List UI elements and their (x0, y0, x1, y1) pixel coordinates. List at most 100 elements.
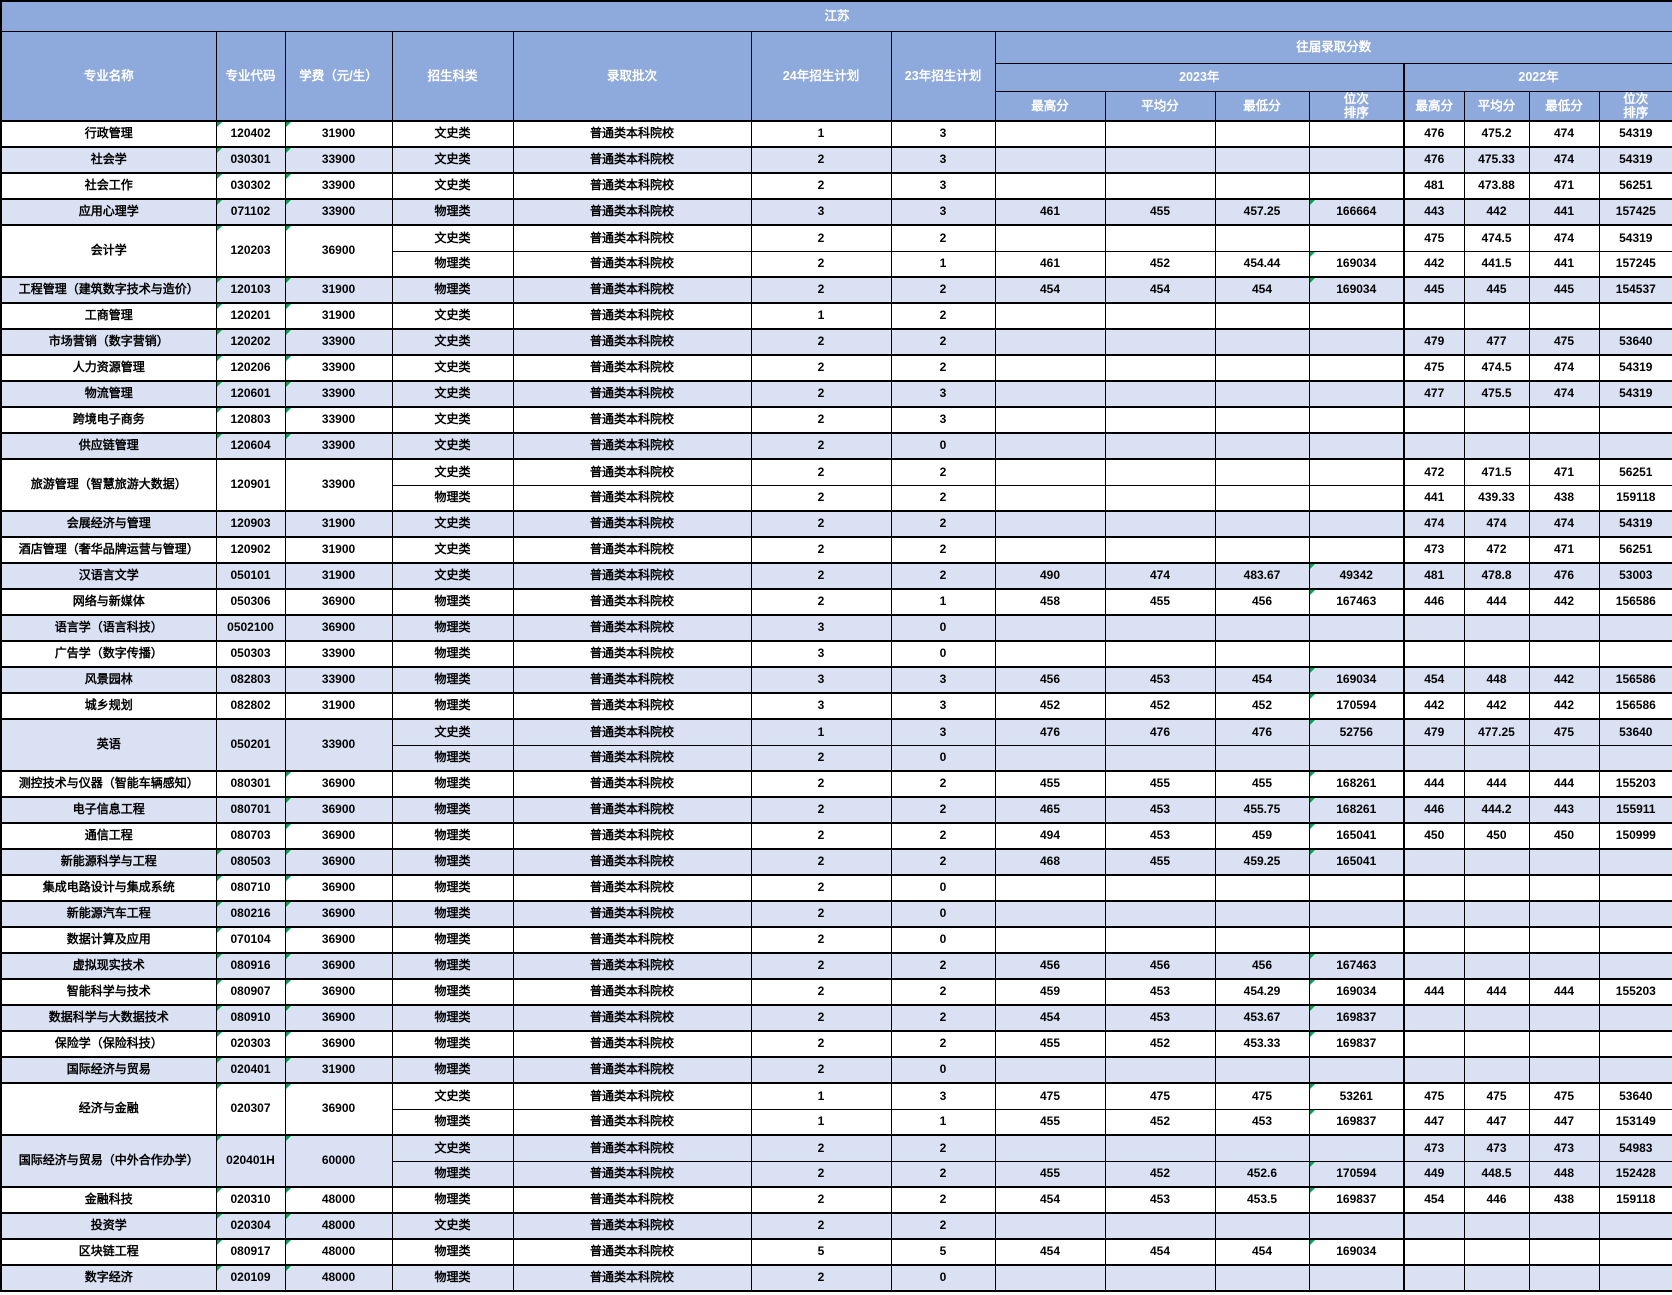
col-header-plan23: 23年招生计划 (890, 30, 996, 122)
cell-2022-rank: 150999 (1598, 822, 1672, 850)
cell-2023-avg: 476 (1104, 718, 1216, 746)
cell-plan-2023: 0 (890, 1056, 996, 1084)
cell-2023-max (994, 302, 1106, 330)
cell-plan-2023: 2 (890, 796, 996, 824)
cell-2023-max: 455 (994, 770, 1106, 798)
table-row: 物理类 普通类本科院校 2 2 455 452 452.6 170594 449 448.5 448… (1, 1160, 1672, 1188)
cell-2023-rank: 167463 (1308, 952, 1405, 980)
cell-2022-max: 472 (1403, 458, 1465, 486)
cell-2022-rank: 156586 (1598, 692, 1672, 720)
cell-plan-2024: 3 (750, 666, 892, 694)
cell-plan-2024: 2 (750, 1160, 892, 1188)
cell-2023-max (994, 146, 1106, 174)
cell-major-code: 030302 (215, 172, 286, 200)
cell-2023-avg: 455 (1104, 770, 1216, 798)
cell-2023-avg: 453 (1104, 666, 1216, 694)
cell-major-code: 020401 (215, 1056, 286, 1084)
region-title: 江苏 (0, 0, 1672, 32)
cell-2022-rank (1598, 900, 1672, 928)
cell-2023-min: 454 (1214, 666, 1310, 694)
cell-2022-avg: 474 (1463, 510, 1530, 538)
cell-2023-min (1214, 926, 1310, 954)
cell-2023-rank: 170594 (1308, 692, 1405, 720)
cell-admission-batch: 普通类本科院校 (512, 1004, 752, 1032)
cell-2023-rank: 166664 (1308, 198, 1405, 226)
cell-subject-category: 物理类 (391, 744, 514, 772)
cell-2022-max (1403, 926, 1465, 954)
cell-2023-avg (1104, 744, 1216, 772)
cell-2023-max: 468 (994, 848, 1106, 876)
cell-2022-max: 454 (1403, 1186, 1465, 1214)
cell-2022-min: 441 (1528, 250, 1600, 278)
cell-2023-avg: 455 (1104, 198, 1216, 226)
cell-2023-rank (1308, 1056, 1405, 1084)
cell-2023-rank (1308, 614, 1405, 642)
cell-major-name: 经济与金融 (0, 1082, 217, 1136)
table-row: 投资学 020304 48000 文史类 普通类本科院校 2 2 (0, 1212, 1672, 1240)
cell-major-code: 080701 (215, 796, 286, 824)
cell-2022-max: 450 (1403, 822, 1465, 850)
cell-tuition: 33900 (284, 198, 393, 226)
cell-subject-category: 物理类 (391, 1264, 514, 1292)
cell-tuition: 36900 (284, 848, 393, 876)
cell-subject-category: 文史类 (391, 146, 514, 174)
cell-2022-rank: 153149 (1598, 1108, 1672, 1136)
cell-subject-category: 物理类 (391, 250, 514, 278)
cell-plan-2024: 2 (750, 1056, 892, 1084)
cell-2022-min (1528, 744, 1600, 772)
cell-subject-category: 文史类 (391, 1134, 514, 1162)
cell-2022-avg: 478.8 (1463, 562, 1530, 590)
cell-2022-min: 441 (1528, 198, 1600, 226)
cell-2022-max (1403, 1212, 1465, 1240)
cell-2022-rank (1598, 952, 1672, 980)
cell-admission-batch: 普通类本科院校 (512, 978, 752, 1006)
cell-2023-rank (1308, 510, 1405, 538)
cell-2022-avg: 441.5 (1463, 250, 1530, 278)
cell-tuition: 36900 (284, 1030, 393, 1058)
cell-major-name: 人力资源管理 (0, 354, 217, 382)
cell-plan-2024: 1 (750, 302, 892, 330)
cell-subject-category: 文史类 (391, 1212, 514, 1240)
cell-2022-min: 474 (1528, 146, 1600, 174)
cell-2022-max: 475 (1403, 224, 1465, 252)
cell-2022-avg (1463, 1238, 1530, 1266)
cell-tuition: 36900 (284, 822, 393, 850)
cell-2023-min: 455.75 (1214, 796, 1310, 824)
cell-2022-rank (1598, 432, 1672, 460)
cell-2022-min: 475 (1528, 1082, 1600, 1110)
cell-major-name: 网络与新媒体 (0, 588, 217, 616)
cell-plan-2023: 0 (890, 1264, 996, 1292)
cell-2023-min (1214, 1134, 1310, 1162)
table-row: 经济与金融 020307 36900 文史类 普通类本科院校 1 3 475 475 475 532… (0, 1082, 1672, 1136)
cell-2023-min (1214, 510, 1310, 538)
cell-2022-rank: 54319 (1598, 224, 1672, 252)
cell-admission-batch: 普通类本科院校 (512, 302, 752, 330)
cell-2023-min (1214, 120, 1310, 148)
cell-2022-min (1528, 614, 1600, 642)
cell-2022-rank: 54319 (1598, 120, 1672, 148)
table-row: 会计学 120203 36900 文史类 普通类本科院校 2 2 475 474.5 474 543… (0, 224, 1672, 278)
cell-2022-rank: 53640 (1598, 1082, 1672, 1110)
cell-2022-min (1528, 640, 1600, 668)
cell-major-name: 投资学 (0, 1212, 217, 1240)
cell-subject-category: 文史类 (391, 406, 514, 434)
cell-admission-batch: 普通类本科院校 (512, 1030, 752, 1058)
cell-2023-avg: 453 (1104, 978, 1216, 1006)
cell-2022-max (1403, 614, 1465, 642)
cell-admission-batch: 普通类本科院校 (512, 1238, 752, 1266)
cell-2022-avg: 474.5 (1463, 224, 1530, 252)
cell-2022-avg: 445 (1463, 276, 1530, 304)
cell-plan-2024: 2 (750, 1212, 892, 1240)
cell-major-name: 行政管理 (0, 120, 217, 148)
cell-2023-avg (1104, 328, 1216, 356)
table-row: 集成电路设计与集成系统 080710 36900 物理类 普通类本科院校 2 0 (0, 874, 1672, 902)
cell-2022-avg: 444.2 (1463, 796, 1530, 824)
table-row: 智能科学与技术 080907 36900 物理类 普通类本科院校 2 2 459 453 454.… (0, 978, 1672, 1006)
cell-2023-min (1214, 458, 1310, 486)
cell-2023-avg (1104, 1056, 1216, 1084)
cell-tuition: 33900 (284, 380, 393, 408)
cell-plan-2023: 3 (890, 666, 996, 694)
cell-2023-max (994, 380, 1106, 408)
cell-major-name: 工商管理 (0, 302, 217, 330)
